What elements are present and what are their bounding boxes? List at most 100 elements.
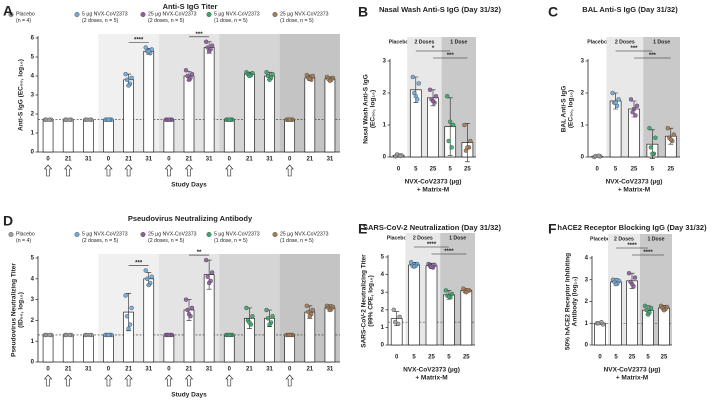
y-tick-label: 3: [381, 290, 385, 296]
y-tick-label: 0: [381, 343, 385, 349]
x-tick-label: 21: [125, 367, 132, 373]
data-point: [642, 303, 648, 309]
data-point: [410, 74, 415, 80]
significance-label: ***: [135, 261, 143, 267]
x-tick-label: 31: [145, 157, 152, 163]
dose-arrow: [104, 164, 113, 177]
data-point: [462, 122, 467, 128]
data-point: [203, 39, 209, 44]
x-tick-label: 31: [327, 367, 334, 373]
header-label: Placebo: [389, 39, 409, 45]
x-tick-label: 21: [65, 367, 72, 373]
dose-arrow: [124, 164, 133, 177]
bar: [42, 334, 54, 363]
data-point: [429, 264, 434, 269]
chart-title: Pseudovirus Neutralizing Antibody: [128, 214, 253, 223]
x-tick-label: 21: [306, 367, 313, 373]
bar: [143, 50, 155, 153]
data-point: [264, 307, 269, 313]
data-point: [446, 294, 452, 299]
data-point: [146, 49, 151, 54]
data-point: [87, 117, 93, 122]
data-point: [451, 122, 456, 128]
x-tick-label: 0: [395, 355, 399, 361]
panel-letter: D: [3, 213, 13, 229]
x-tick-label: 25: [631, 167, 638, 173]
data-point: [599, 319, 604, 325]
legend-label: 25 µg NVX-CoV2373: [280, 231, 329, 237]
x-tick-label: 21: [186, 367, 193, 373]
data-point: [189, 305, 195, 311]
y-tick-label: 3: [31, 93, 35, 99]
legend-label: (2 doses, n = 5): [82, 18, 118, 24]
legend-swatch: [74, 231, 80, 237]
x-tick-label: 5: [449, 167, 453, 173]
legend-label: (2 doses, n = 5): [148, 238, 184, 244]
bar: [143, 278, 155, 363]
x-axis-label: NVX-CoV2373 (µg): [403, 367, 460, 374]
data-point: [327, 78, 333, 83]
bar: [103, 119, 114, 153]
data-point: [145, 276, 150, 281]
header-label: 2 Doses: [413, 235, 433, 241]
bar: [408, 264, 420, 346]
x-tick-label: 5: [614, 167, 618, 173]
bar: [223, 334, 235, 363]
legend-label: Placebo: [16, 11, 35, 17]
header-label: 1 Dose: [653, 39, 670, 45]
bar: [264, 75, 275, 153]
data-point: [129, 305, 134, 311]
y-tick-label: 1: [31, 339, 35, 345]
header-label: 1 Dose: [647, 236, 664, 242]
data-point: [183, 68, 189, 73]
significance-label: ***: [630, 46, 638, 52]
panel-letter: A: [3, 3, 13, 19]
data-point: [185, 307, 190, 313]
bar: [425, 265, 438, 346]
data-point: [186, 311, 192, 317]
x-axis-label: + Matrix-M: [616, 375, 648, 382]
bar: [62, 119, 74, 153]
y-tick-label: 5: [31, 55, 35, 61]
data-point: [310, 73, 315, 79]
data-point: [647, 126, 652, 131]
y-axis-label: Pseudovirus Neutralizing Titer: [11, 263, 18, 357]
legend-label: (1 dose, n = 5): [280, 18, 314, 24]
x-axis-label: Study Days: [171, 182, 207, 189]
x-tick-label: 0: [46, 367, 50, 373]
x-tick-label: 0: [107, 367, 111, 373]
x-tick-label: 31: [85, 157, 92, 163]
x-axis-label: + Matrix-M: [618, 187, 650, 194]
data-point: [596, 153, 601, 158]
x-tick-label: 21: [65, 157, 72, 163]
data-point: [443, 288, 449, 293]
x-tick-label: 31: [266, 157, 273, 163]
x-tick-label: 21: [186, 157, 193, 163]
dose-arrow: [164, 164, 174, 177]
legend-swatch: [140, 231, 146, 237]
data-point: [123, 293, 128, 298]
chart-title: hACE2 Receptor Blocking IgG (Day 31/32): [557, 223, 707, 232]
x-tick-label: 0: [228, 367, 232, 373]
data-point: [413, 94, 418, 99]
dose-arrow: [225, 374, 234, 387]
data-point: [613, 281, 619, 287]
data-point: [209, 270, 215, 275]
data-point: [267, 322, 272, 327]
header-label: Placebo: [387, 235, 407, 241]
x-tick-label: 25: [463, 355, 470, 361]
y-tick-label: 2: [585, 299, 589, 305]
data-point: [306, 309, 311, 315]
data-point: [126, 83, 131, 88]
data-point: [205, 274, 210, 279]
y-tick-label: 4: [585, 256, 589, 262]
legend-label: (2 doses, n = 5): [148, 18, 184, 24]
dose-arrow: [104, 374, 113, 387]
data-point: [183, 297, 189, 302]
x-tick-label: 21: [246, 367, 253, 373]
data-point: [206, 49, 212, 54]
x-tick-label: 31: [206, 367, 213, 373]
y-tick-label: 2: [381, 307, 385, 313]
data-point: [327, 307, 333, 313]
bar: [304, 311, 316, 363]
